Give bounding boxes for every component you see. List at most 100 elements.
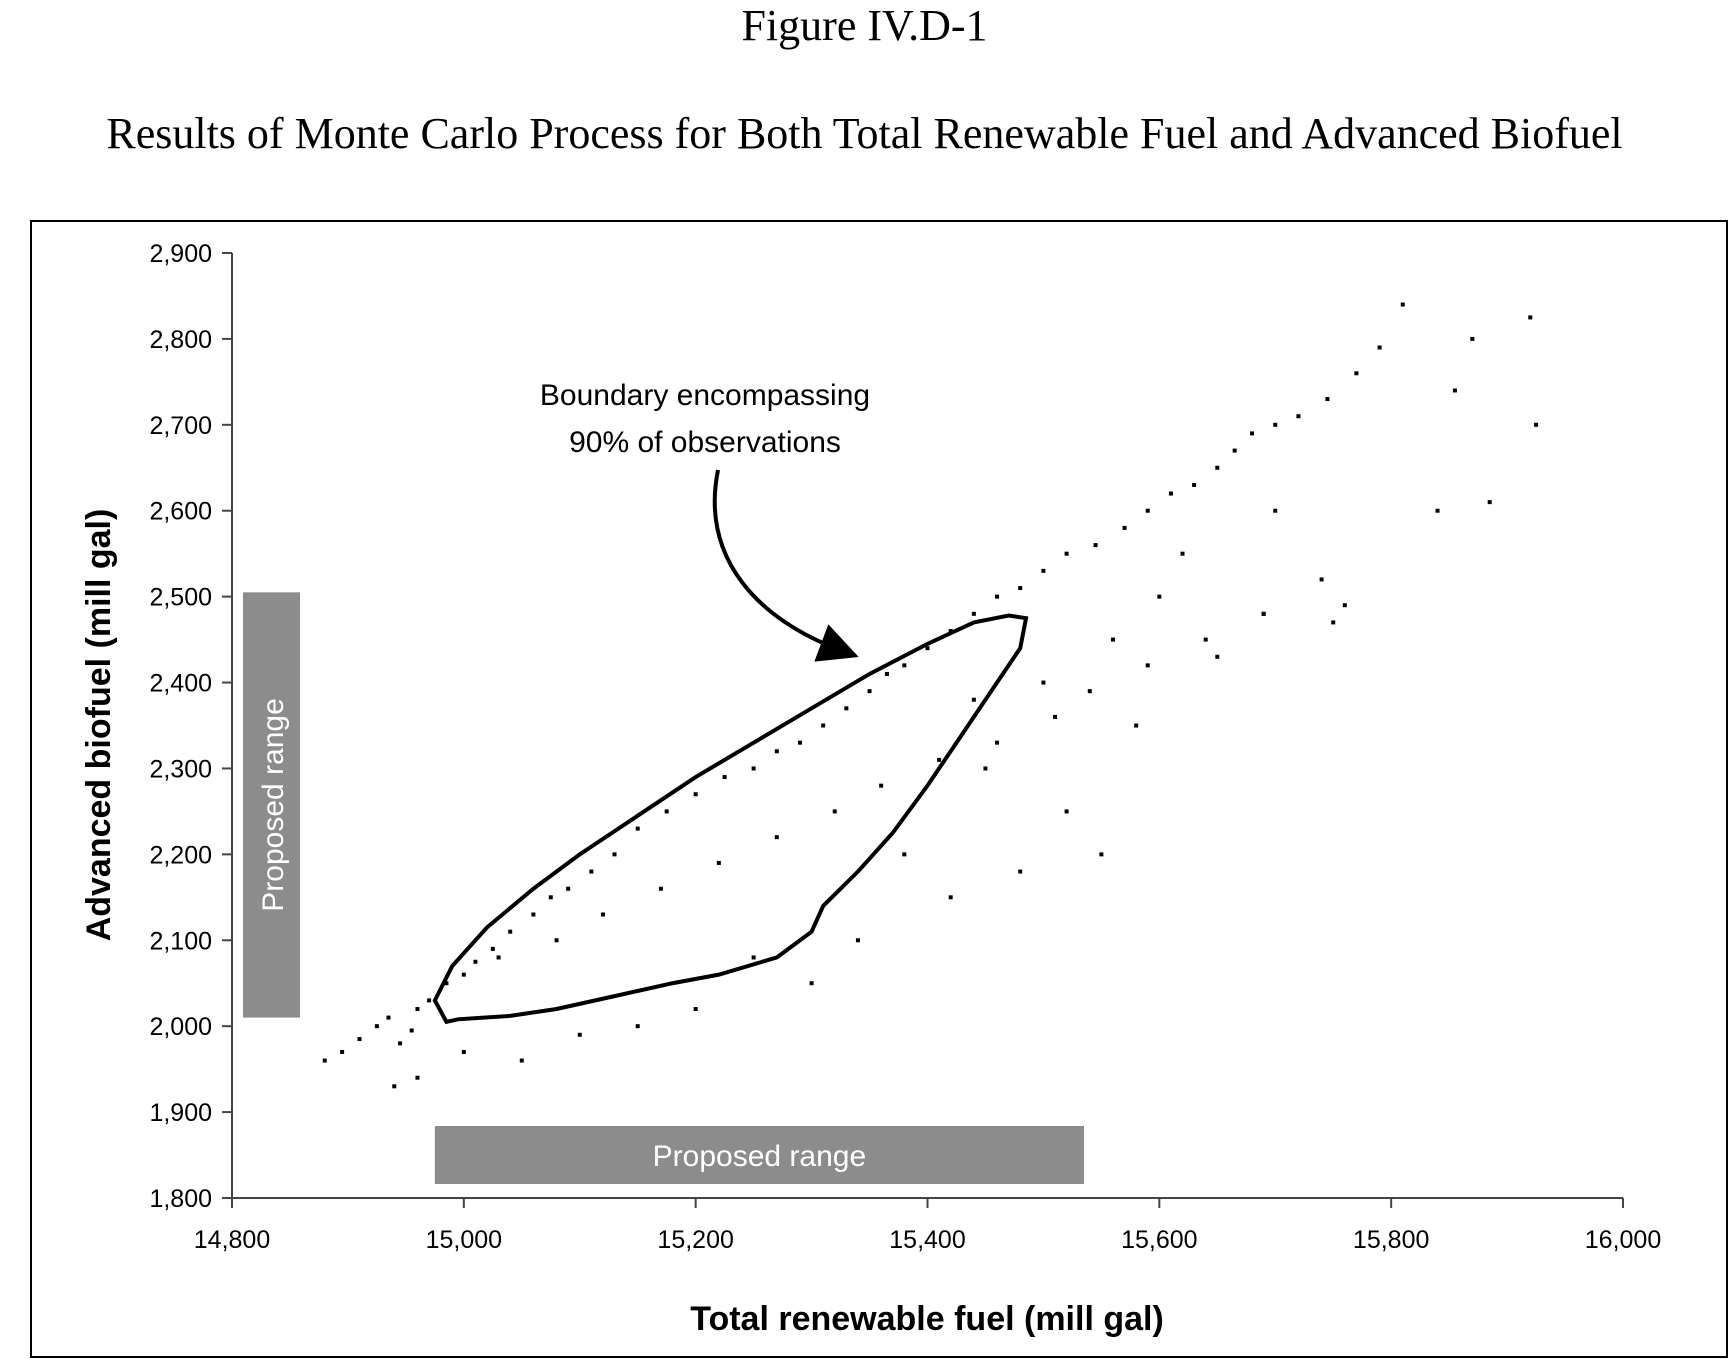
boundary-90pct [432, 613, 1029, 1025]
observation-point [1053, 714, 1058, 719]
observation-point [937, 757, 942, 762]
observation-point [635, 1024, 640, 1029]
annotation-arrow [712, 469, 859, 662]
observation-point [589, 869, 594, 874]
observation-point [1215, 465, 1220, 470]
observation-point [1296, 414, 1301, 419]
observation-point [1145, 508, 1150, 513]
observation-point [879, 783, 884, 788]
observation-point [1168, 491, 1173, 496]
y-tick-label: 1,800 [149, 1185, 212, 1213]
observation-point [1400, 302, 1405, 307]
observation-point [1122, 525, 1127, 530]
y-axis-title: Advanced biofuel (mill gal) [80, 509, 118, 942]
y-tick-label: 2,100 [149, 927, 212, 955]
observation-point [531, 912, 536, 917]
figure-caption: Results of Monte Carlo Process for Both … [106, 109, 1623, 158]
observation-point [797, 740, 802, 745]
observation-point [600, 912, 605, 917]
observation-point [774, 835, 779, 840]
x-tick-label: 15,800 [1353, 1226, 1429, 1254]
y-tick-label: 2,600 [149, 498, 212, 526]
observation-point [1018, 869, 1023, 874]
figure-label: Figure IV.D-1 [741, 1, 988, 50]
observation-point [612, 852, 617, 857]
observation-point [392, 1084, 397, 1089]
observation-point [635, 826, 640, 831]
observation-point [415, 1007, 420, 1011]
x-tick-label: 15,000 [426, 1226, 502, 1254]
observation-point [322, 1058, 327, 1063]
observation-point [1018, 586, 1023, 591]
observation-point [409, 1028, 414, 1033]
chart-frame [30, 220, 1728, 1358]
observation-point [444, 981, 449, 986]
observation-point [902, 663, 907, 668]
observation-point [751, 766, 756, 771]
observation-point [1134, 723, 1139, 728]
observation-point [1087, 689, 1092, 694]
observation-point [1192, 482, 1197, 487]
observation-point [548, 895, 553, 900]
observation-point [577, 1032, 582, 1037]
observation-point [902, 852, 907, 857]
observation-point [1319, 577, 1324, 582]
observation-point [1099, 852, 1104, 857]
y-tick-label: 2,300 [149, 755, 212, 783]
observation-point [716, 860, 721, 865]
observation-point [1093, 543, 1098, 548]
x-proposed-range-label: Proposed range [653, 1140, 867, 1173]
observation-point [519, 1058, 524, 1063]
observation-point [751, 955, 756, 960]
y-tick-label: 1,900 [149, 1099, 212, 1127]
observation-point [664, 809, 669, 814]
observation-point [693, 1007, 698, 1011]
observation-point [496, 955, 501, 960]
observation-point [1203, 637, 1208, 642]
observation-point [1232, 448, 1237, 453]
observation-point [1110, 637, 1115, 642]
observation-point [995, 740, 1000, 745]
observation-point [1145, 663, 1150, 668]
observation-point [508, 929, 513, 934]
x-tick-label: 15,200 [657, 1226, 733, 1254]
observation-point [1325, 397, 1330, 402]
x-tick-label: 14,800 [194, 1226, 270, 1254]
observation-point [398, 1041, 403, 1046]
observation-point [1180, 551, 1185, 556]
observation-point [554, 938, 559, 943]
observation-point [832, 809, 837, 814]
y-tick-label: 2,500 [149, 584, 212, 612]
observation-point [386, 1015, 391, 1020]
observation-point [925, 646, 930, 651]
y-tick-label: 2,400 [149, 670, 212, 698]
y-axis-ticks: 1,800 1,900 2,000 2,100 2,200 2,300 2,400 2,500… [149, 240, 232, 1213]
observation-point [1470, 336, 1475, 341]
observation-point [983, 766, 988, 771]
x-tick-label: 15,600 [1121, 1226, 1197, 1254]
observation-point [1215, 654, 1220, 659]
observation-point [461, 972, 466, 977]
y-proposed-range-bar [243, 592, 300, 1018]
boundary-annotation-line-2: 90% of observations [569, 426, 841, 459]
x-axis-ticks: 14,800 15,000 15,200 15,400 15,600 15,800 16,0… [194, 1198, 1661, 1254]
observation-point [867, 689, 872, 694]
observation-point [1273, 508, 1278, 513]
observation-point [809, 981, 814, 986]
observation-point [1261, 611, 1266, 616]
observation-point [821, 723, 826, 728]
observation-point [1041, 568, 1046, 573]
y-tick-label: 2,900 [149, 240, 212, 268]
observation-point [1064, 809, 1069, 814]
observation-point [1534, 422, 1539, 427]
observation-point [357, 1037, 362, 1042]
observation-point [855, 938, 860, 943]
observation-point [1157, 594, 1162, 599]
observation-point [461, 1049, 466, 1054]
observation-point [1435, 508, 1440, 513]
observation-point [844, 706, 849, 711]
observation-point [722, 775, 727, 780]
observation-point [1528, 315, 1533, 320]
observation-point [1342, 603, 1347, 608]
